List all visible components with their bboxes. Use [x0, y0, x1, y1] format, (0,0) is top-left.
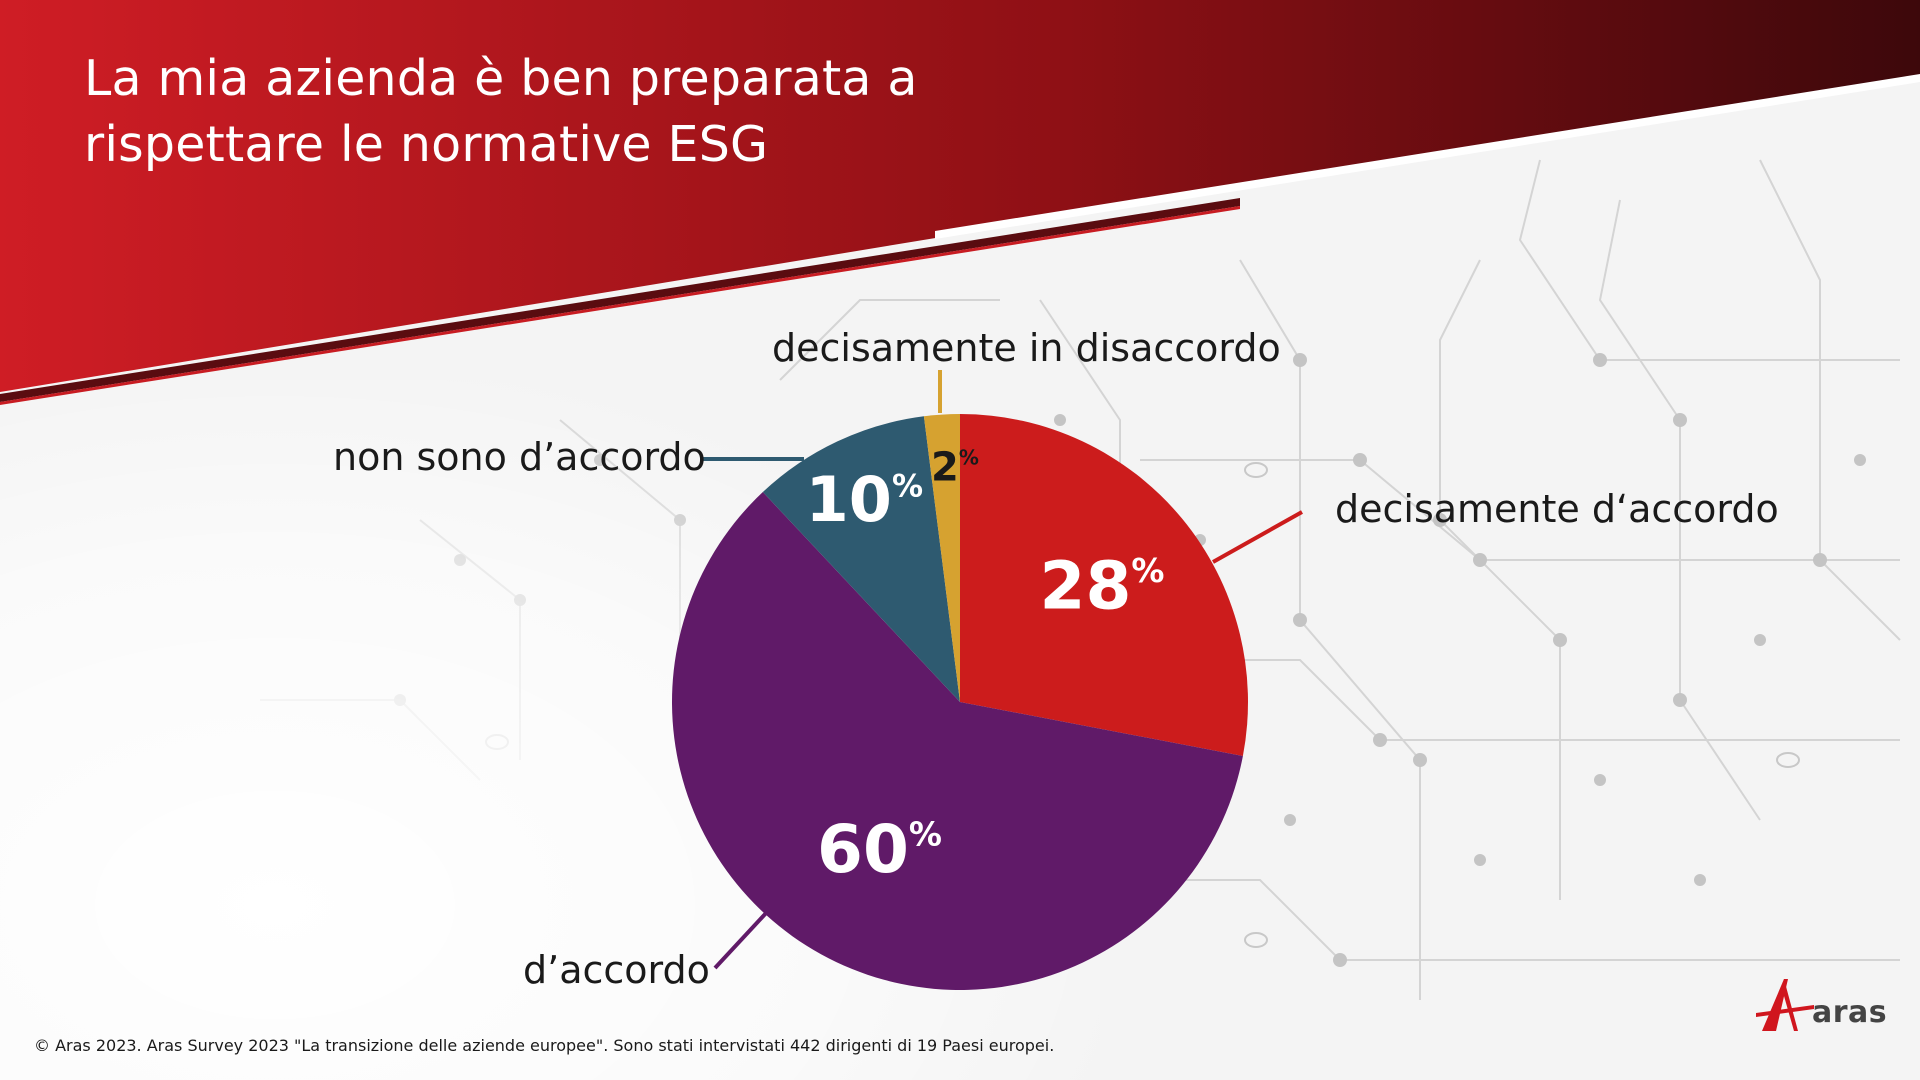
pie-slice-non-daccordo	[762, 416, 960, 702]
legend-label-daccordo: d’accordo	[523, 948, 710, 992]
title-line-1: La mia azienda è ben preparata a	[84, 50, 918, 107]
header-dark-stripe	[0, 198, 1240, 402]
legend-label-decisamente-disaccordo: decisamente in disaccordo	[772, 326, 1281, 370]
pie-slice-daccordo	[672, 492, 1243, 991]
value-label-non-daccordo: 10%	[806, 463, 923, 536]
pie-slice-decisamente-daccordo	[960, 414, 1248, 756]
aras-logo-icon	[1756, 979, 1814, 1031]
leader-line-decisamente-daccordo	[1212, 510, 1303, 564]
leader-line-daccordo	[713, 910, 769, 970]
value-label-daccordo: 60%	[817, 811, 942, 888]
header-white-stripe	[935, 74, 1920, 239]
value-labels: 28% 60% 10% 2%	[806, 444, 1165, 888]
leader-lines	[700, 370, 1303, 970]
logo-text: aras	[1812, 995, 1888, 1030]
pie-chart	[672, 414, 1248, 991]
legend-label-non-daccordo: non sono d’accordo	[333, 435, 706, 479]
header-band	[0, 0, 1920, 392]
value-label-decisamente-daccordo: 28%	[1040, 547, 1165, 624]
header-shadow-stripe	[0, 206, 1240, 405]
pie-slice-decisamente-disaccordo	[923, 414, 960, 702]
chart-title: La mia azienda è ben preparata a rispett…	[84, 46, 984, 178]
value-label-decisamente-disaccordo: 2%	[931, 444, 979, 490]
title-line-2: rispettare le normative ESG	[84, 116, 769, 173]
legend-label-decisamente-daccordo: decisamente d‘accordo	[1335, 487, 1779, 531]
footer-source-note: © Aras 2023. Aras Survey 2023 "La transi…	[34, 1036, 1055, 1055]
aras-logo: aras	[1754, 975, 1888, 1035]
